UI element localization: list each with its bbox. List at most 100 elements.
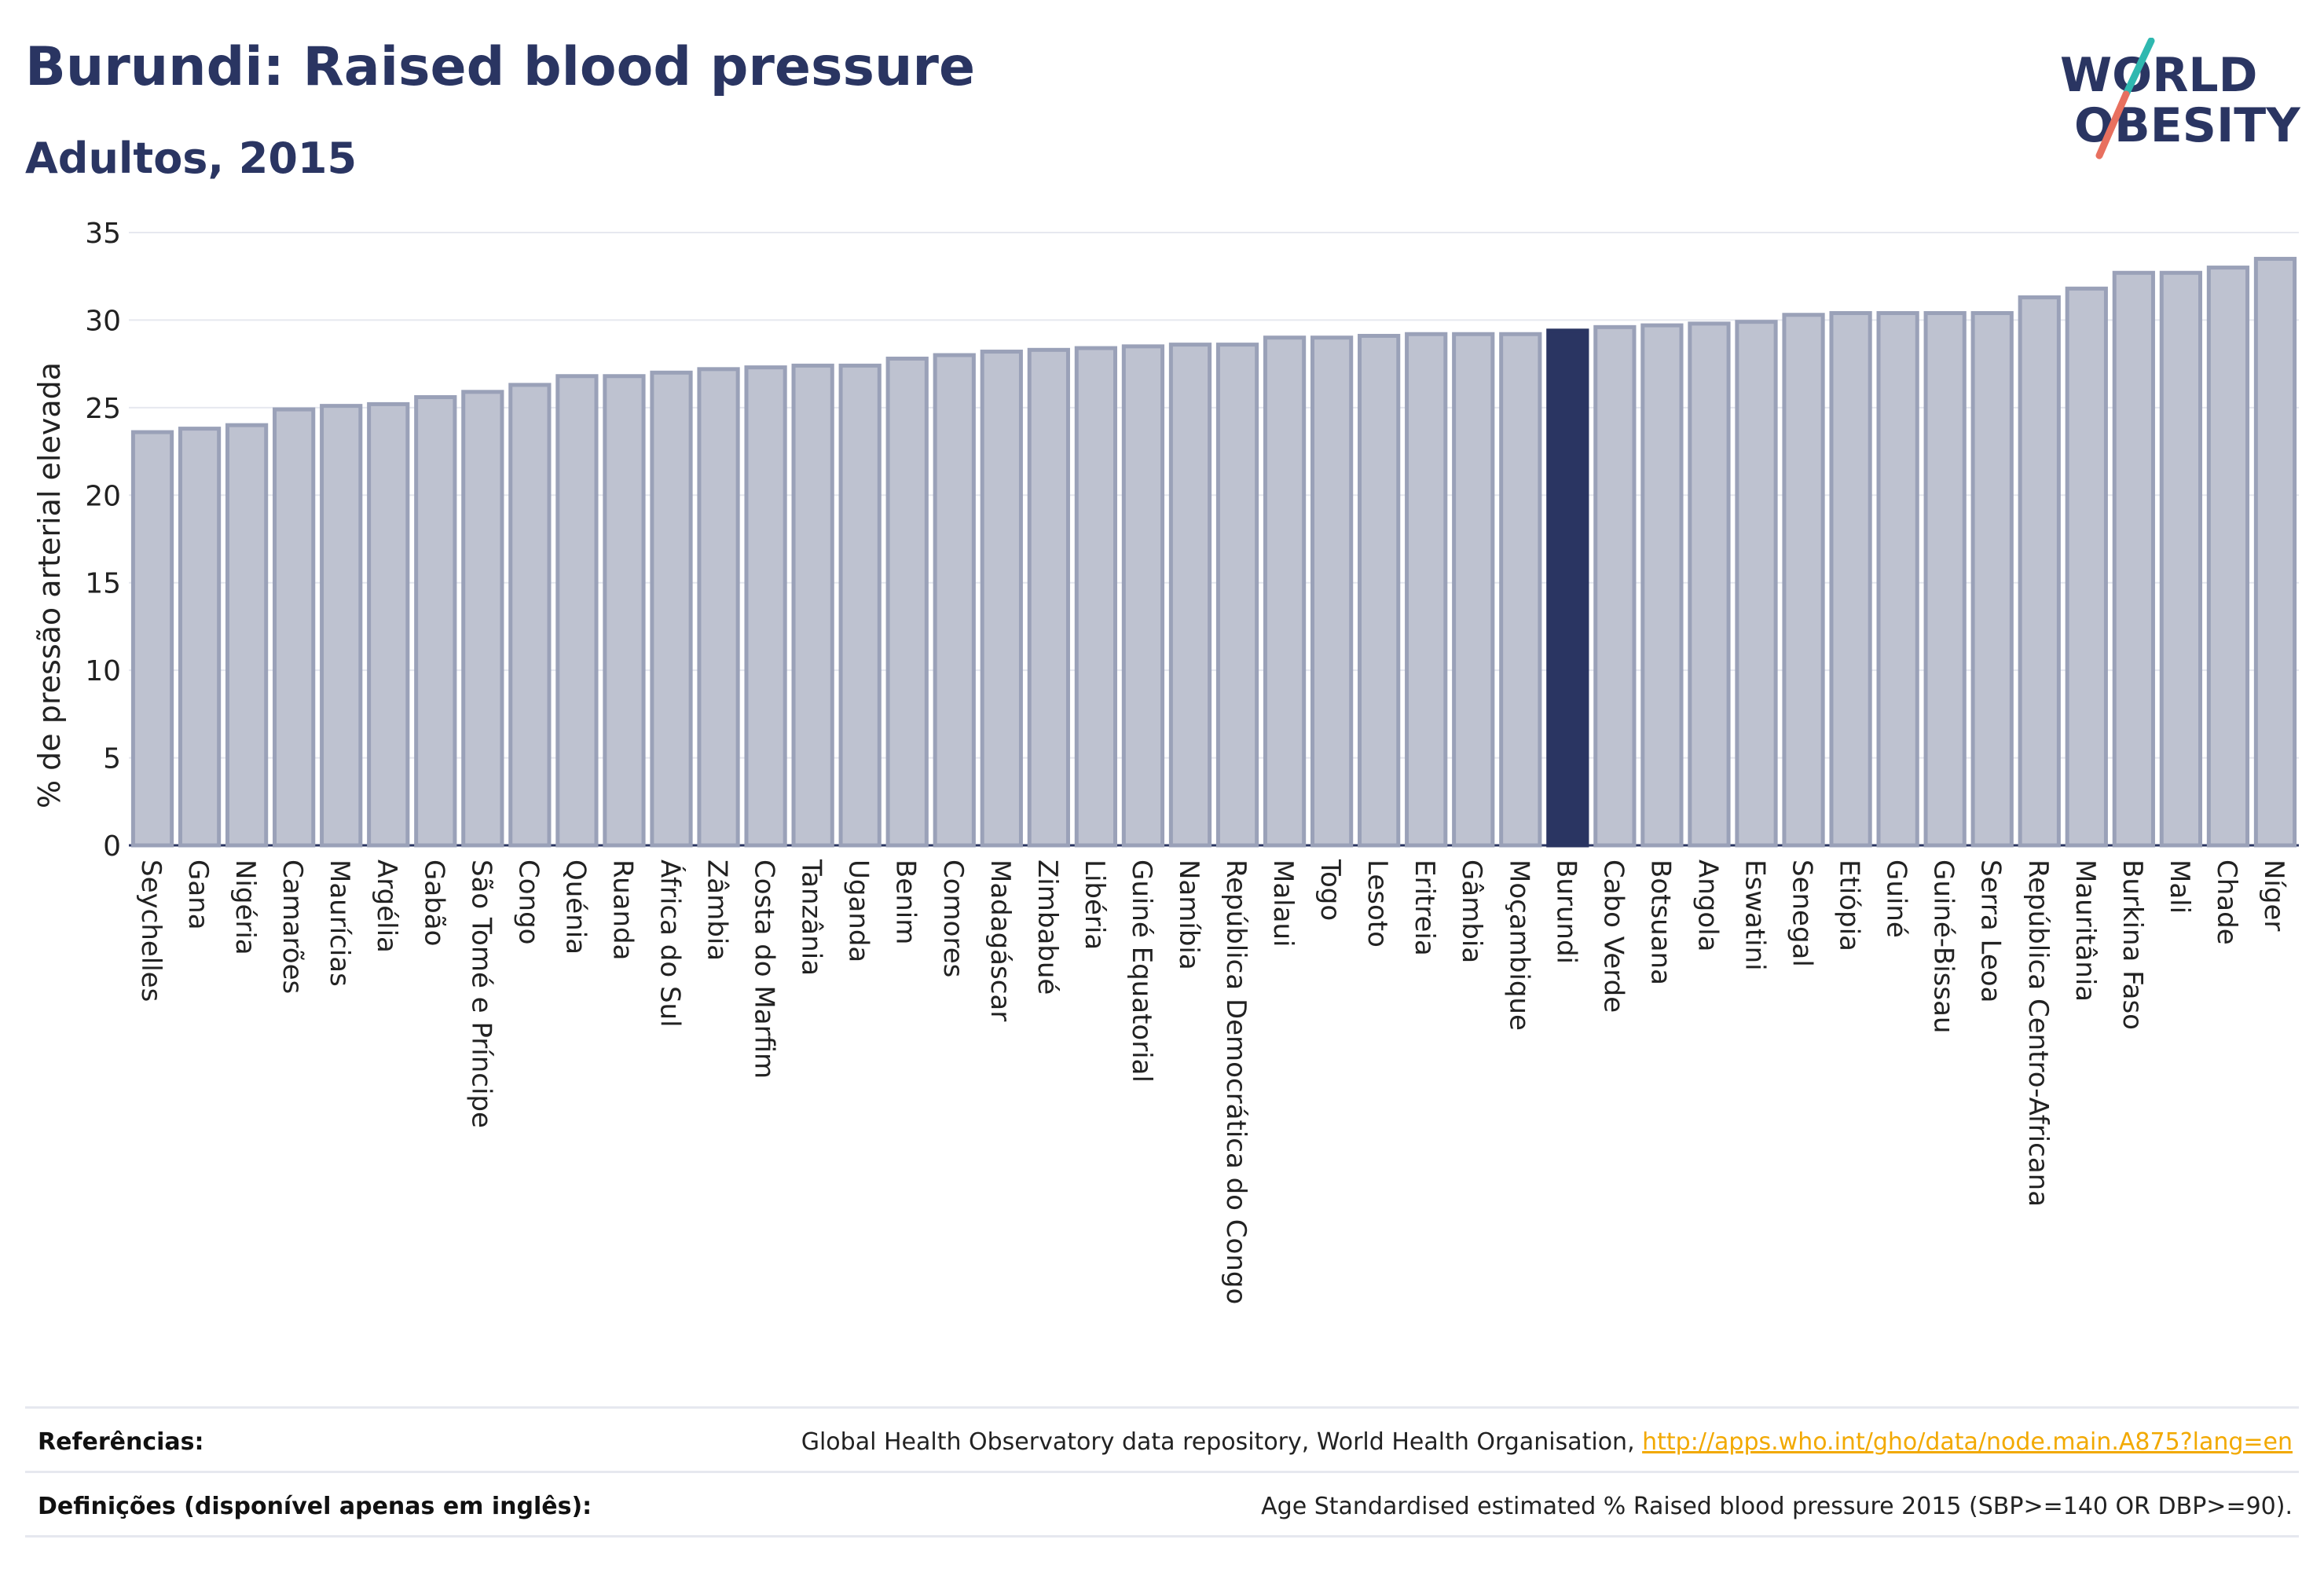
x-tick-label: Moçambique [1503, 859, 1534, 1031]
bar [1452, 332, 1495, 848]
bars [130, 256, 2297, 848]
y-tick-label: 25 [85, 393, 121, 425]
x-tick-label: Gana [182, 859, 214, 930]
bar [225, 423, 269, 848]
bar-highlighted [1546, 328, 1589, 848]
x-tick-label: Angola [1692, 859, 1723, 951]
x-tick-label: Camarões [277, 859, 308, 994]
logo-slash-teal [2122, 38, 2155, 98]
bar [1310, 335, 1354, 848]
bar [650, 370, 693, 848]
logo-line1: WORLD [2060, 48, 2257, 103]
bar [2112, 270, 2155, 848]
x-tick-label: Guiné-Bissau [1928, 859, 1959, 1033]
bar [178, 427, 222, 848]
x-tick-label: Eswatini [1739, 859, 1771, 971]
footer-divider-middle [25, 1471, 2299, 1473]
x-tick-label: Zimbabué [1032, 859, 1063, 995]
y-tick-label: 10 [85, 655, 121, 687]
x-tick-label: Quénia [559, 859, 591, 955]
bar [933, 353, 976, 848]
bar [838, 363, 882, 848]
x-tick-label: Chade [2211, 859, 2242, 945]
references-text: Global Health Observatory data repositor… [801, 1428, 1643, 1456]
x-tick-label: Comores [937, 859, 969, 977]
bar [1970, 311, 2014, 848]
references-value: Global Health Observatory data repositor… [801, 1428, 2293, 1456]
x-tick-label: Níger [2258, 859, 2289, 931]
bar [1829, 311, 1872, 848]
references-label: Referências: [38, 1428, 204, 1456]
x-tick-label: Zâmbia [702, 859, 733, 961]
bar [2018, 295, 2061, 848]
bar [1168, 343, 1212, 848]
x-tick-label: República Centro-Africana [2022, 859, 2054, 1207]
bar-chart: 0 5 10 15 20 25 30 35 Seychelles Gana Nigéria Cama… [32, 218, 2299, 1304]
bar [508, 383, 552, 848]
x-tick-label: Mali [2164, 859, 2195, 914]
x-tick-label: Gabão [418, 859, 449, 946]
x-tick-label: Guiné Equatorial [1126, 859, 1157, 1083]
chart-subtitle: Adultos, 2015 [25, 134, 357, 183]
definitions-label: Definições (disponível apenas em inglês)… [38, 1493, 592, 1520]
footer-divider-bottom [25, 1535, 2299, 1538]
bar [320, 404, 363, 848]
bar [1358, 333, 1401, 848]
references-link[interactable]: http://apps.who.int/gho/data/node.main.A… [1642, 1428, 2293, 1456]
x-tick-label: África do Sul [654, 859, 687, 1028]
bar [555, 374, 599, 848]
x-tick-label: São Tomé e Príncipe [465, 859, 497, 1128]
x-tick-label: Malaui [1267, 859, 1299, 947]
footer-divider-top [25, 1406, 2299, 1409]
x-tick-label: Namíbia [1173, 859, 1204, 970]
x-tick-label: Uganda [843, 859, 874, 962]
bar [1499, 332, 1542, 848]
x-tick-label: Nigéria [229, 859, 261, 955]
definitions-value: Age Standardised estimated % Raised bloo… [1261, 1493, 2293, 1520]
logo-slash-coral [2095, 90, 2130, 159]
bar [273, 407, 316, 848]
bar [1876, 311, 1919, 848]
bar [1215, 343, 1259, 848]
bar [791, 363, 834, 848]
chart-title: Burundi: Raised blood pressure [25, 36, 976, 98]
x-tick-label: Tanzânia [796, 859, 827, 976]
x-tick-label: Maurícias [324, 859, 355, 987]
bar [603, 374, 646, 848]
x-tick-label: Costa do Marfim [749, 859, 780, 1079]
bar [1027, 347, 1070, 848]
bar [1640, 323, 1684, 848]
x-tick-label: República Democrática do Congo [1220, 859, 1252, 1304]
bar [1121, 344, 1165, 848]
x-tick-label: Libéria [1079, 859, 1110, 950]
bar [1593, 324, 1637, 848]
x-tick-label: Ruanda [607, 859, 638, 960]
y-tick-label: 0 [103, 830, 121, 863]
x-tick-label: Madagáscar [984, 859, 1016, 1021]
y-tick-label: 5 [103, 743, 121, 775]
bar [414, 394, 457, 848]
bar [1074, 346, 1118, 848]
x-tick-label: Congo [512, 859, 544, 944]
world-obesity-logo: WORLD OBESITY [2060, 38, 2301, 159]
y-tick-label: 30 [85, 305, 121, 337]
x-tick-label: Togo [1314, 859, 1346, 921]
x-tick-label: Eritreia [1409, 859, 1440, 956]
bar [1782, 313, 1825, 848]
x-tick-label: Burundi [1550, 859, 1582, 964]
bar [697, 367, 740, 848]
bar [980, 350, 1023, 848]
bar [1735, 320, 1778, 848]
bar [367, 401, 410, 848]
x-tick-label: Benim [890, 859, 922, 944]
bar [2159, 270, 2203, 848]
y-tick-label: 15 [85, 568, 121, 600]
bar [2206, 266, 2250, 848]
bar [130, 430, 174, 848]
x-tick-label: Senegal [1787, 859, 1818, 967]
x-tick-label: Mauritânia [2069, 859, 2101, 1002]
x-tick-label: Gâmbia [1456, 859, 1487, 963]
bar [2065, 286, 2108, 848]
x-tick-label: Lesoto [1362, 859, 1393, 947]
x-tick-label: Cabo Verde [1597, 859, 1629, 1013]
